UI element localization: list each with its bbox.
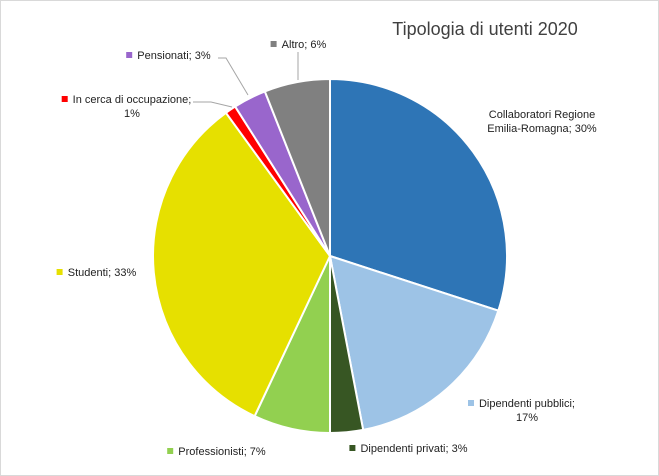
chart-title: Tipologia di utenti 2020: [392, 19, 577, 39]
slice-labels: Collaboratori Regione Emilia-Romagna; 30%…: [56, 39, 597, 458]
slice-label-line: Studenti; 33%: [68, 267, 137, 279]
slice-label-line: Emilia-Romagna; 30%: [487, 123, 597, 135]
slice-label-cerca: In cerca di occupazione; 1%: [73, 94, 192, 120]
slice-label-line: Dipendenti pubblici;: [479, 398, 575, 410]
slice-label-pensionati: Pensionati; 3%: [137, 50, 211, 62]
legend-marker-pubblici: [468, 400, 474, 406]
slice-label-altro: Altro; 6%: [282, 39, 327, 51]
legend-marker-studenti: [56, 269, 63, 275]
slice-label-line: Pensionati; 3%: [137, 50, 211, 62]
pie-slice-altro: [263, 77, 331, 257]
legend-marker-privati: [349, 445, 356, 451]
slice-label-studenti: Studenti; 33%: [68, 267, 137, 279]
slice-label-professionisti: Professionisti; 7%: [178, 446, 266, 458]
slice-label-line: Dipendenti privati; 3%: [360, 443, 467, 455]
slice-label-line: In cerca di occupazione;: [73, 94, 192, 106]
slice-label-collab: Collaboratori Regione Emilia-Romagna; 30%: [487, 109, 597, 135]
leader-lines: [193, 52, 299, 108]
leader-line-cerca: [193, 101, 233, 108]
slice-label-line: Altro; 6%: [282, 39, 327, 51]
legend-marker-pensionati: [126, 52, 133, 58]
slice-label-line: 17%: [516, 412, 538, 424]
pie-slice-pubblici: [328, 254, 500, 432]
legend-marker-cerca: [61, 96, 68, 102]
slice-label-line: 1%: [124, 108, 140, 120]
legend-marker-professionisti: [167, 448, 174, 454]
pie-slice-collab: [329, 77, 508, 312]
slice-label-pubblici: Dipendenti pubblici; 17%: [479, 398, 575, 424]
legend-marker-altro: [270, 41, 277, 47]
pie-slices: [152, 77, 508, 435]
slice-label-privati: Dipendenti privati; 3%: [360, 443, 467, 455]
pie-slice-studenti: [152, 111, 332, 418]
slice-label-line: Collaboratori Regione: [489, 109, 595, 121]
slice-label-line: Professionisti; 7%: [178, 446, 266, 458]
leader-line-pensionati: [218, 57, 249, 96]
